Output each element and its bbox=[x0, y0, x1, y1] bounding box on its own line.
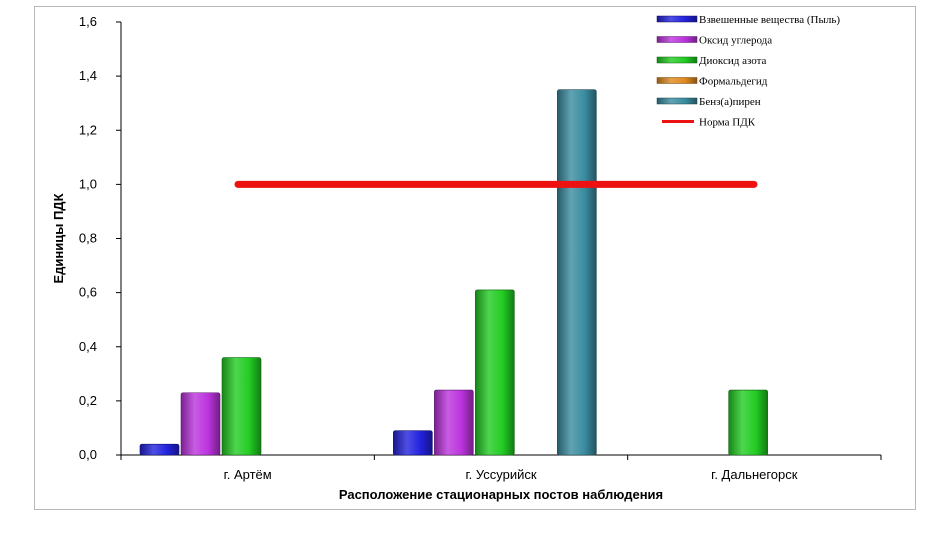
legend-label: Формальдегид bbox=[699, 76, 768, 88]
legend-swatch bbox=[656, 97, 698, 105]
bar bbox=[139, 443, 180, 456]
legend-swatch bbox=[656, 36, 698, 43]
chart-frame: 0,0 0,2 0,4 0,6 0,8 1,0 1,2 1,4 1,6 г. Артём г. Ус… bbox=[34, 6, 916, 510]
bar bbox=[221, 357, 262, 456]
x-tick-label: г. Артём bbox=[224, 467, 272, 482]
legend-label: Бенз(а)пирен bbox=[699, 96, 761, 108]
legend-label: Норма ПДК bbox=[699, 117, 756, 129]
y-tick-label: 1,0 bbox=[79, 176, 97, 191]
bar bbox=[475, 289, 515, 456]
legend-label: Взвешенные вещества (Пыль) bbox=[699, 14, 840, 26]
y-tick-label: 0,2 bbox=[79, 393, 97, 408]
y-tick-label: 0,4 bbox=[79, 339, 97, 354]
bar bbox=[728, 389, 768, 456]
x-tick-label: г. Дальнегорск bbox=[711, 467, 798, 482]
y-axis-title: Единицы ПДК bbox=[51, 193, 66, 283]
bar bbox=[393, 430, 433, 456]
bar bbox=[557, 89, 597, 456]
legend-label: Диоксид азота bbox=[699, 55, 767, 67]
legend-swatch bbox=[656, 77, 698, 84]
bar bbox=[180, 392, 221, 456]
bar-chart: 0,0 0,2 0,4 0,6 0,8 1,0 1,2 1,4 1,6 г. Артём г. Ус… bbox=[51, 14, 882, 502]
x-tick-label: г. Уссурийск bbox=[465, 467, 536, 482]
y-tick-label: 1,2 bbox=[79, 122, 97, 137]
legend-swatch bbox=[656, 15, 698, 23]
y-tick-label: 0,8 bbox=[79, 231, 97, 246]
legend-swatch bbox=[656, 56, 698, 64]
y-tick-label: 0,0 bbox=[79, 447, 97, 462]
legend-label: Оксид углерода bbox=[699, 35, 772, 47]
y-tick-label: 1,4 bbox=[79, 68, 97, 83]
bar bbox=[434, 389, 474, 456]
y-tick-label: 1,6 bbox=[79, 14, 97, 29]
x-axis-title: Расположение стационарных постов наблюде… bbox=[339, 487, 663, 502]
y-tick-label: 0,6 bbox=[79, 285, 97, 300]
